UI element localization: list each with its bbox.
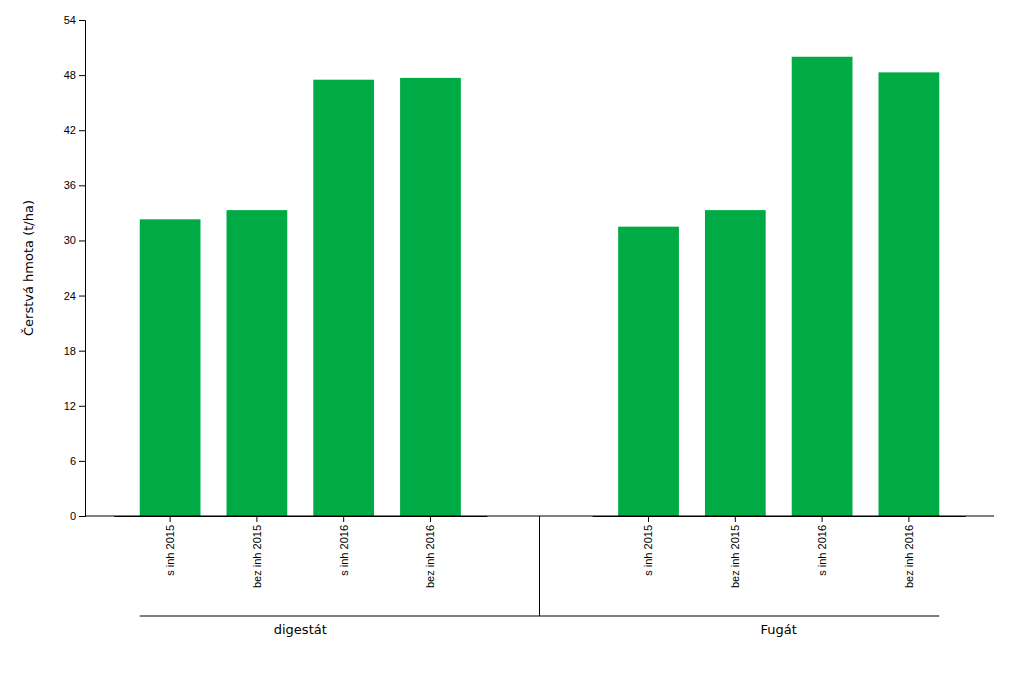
y-tick-label: 54 bbox=[64, 14, 76, 26]
bars bbox=[140, 57, 940, 516]
x-tick-label: bez inh 2015 bbox=[251, 525, 263, 588]
bar bbox=[313, 80, 374, 516]
x-tick: s inh 2015 bbox=[164, 516, 176, 576]
x-tick-label: s inh 2016 bbox=[816, 525, 828, 576]
bar bbox=[792, 57, 853, 516]
group-divider bbox=[539, 516, 540, 616]
y-tick: 12 bbox=[64, 400, 85, 412]
x-tick-label: s inh 2015 bbox=[164, 525, 176, 576]
x-tick-label: s inh 2015 bbox=[642, 525, 654, 576]
y-tick: 0 bbox=[70, 510, 85, 522]
group-dividers bbox=[140, 516, 940, 616]
y-tick-mark bbox=[79, 351, 85, 352]
group-label: digestát bbox=[274, 622, 327, 637]
y-tick: 48 bbox=[64, 69, 85, 81]
x-tick-mark bbox=[735, 516, 736, 522]
y-tick: 24 bbox=[64, 290, 85, 302]
bar bbox=[227, 210, 288, 516]
x-tick: bez inh 2015 bbox=[251, 516, 263, 588]
y-axis-line bbox=[79, 21, 86, 517]
bar bbox=[705, 210, 766, 516]
y-tick-mark bbox=[79, 20, 85, 21]
y-axis-title: Čerstvá hmota (t/ha) bbox=[21, 200, 36, 336]
bar-group bbox=[618, 57, 939, 516]
y-tick-mark bbox=[79, 296, 85, 297]
x-tick: s inh 2016 bbox=[816, 516, 828, 576]
x-tick-label: bez inh 2015 bbox=[729, 525, 741, 588]
x-tick: s inh 2016 bbox=[338, 516, 350, 576]
y-tick-mark bbox=[79, 406, 85, 407]
x-axis: s inh 2015 bez inh 2015 s inh 2016 bez inh … bbox=[593, 516, 966, 588]
y-tick: 18 bbox=[64, 345, 85, 357]
y-tick-label: 0 bbox=[70, 510, 76, 522]
y-tick-mark bbox=[79, 185, 85, 186]
x-tick-label: s inh 2016 bbox=[338, 525, 350, 576]
bar bbox=[400, 78, 461, 516]
y-tick-label: 18 bbox=[64, 345, 76, 357]
y-tick-mark bbox=[79, 130, 85, 131]
y-tick-label: 12 bbox=[64, 400, 76, 412]
y-tick-label: 42 bbox=[64, 124, 76, 136]
x-tick-label: bez inh 2016 bbox=[424, 525, 436, 588]
y-tick: 6 bbox=[70, 455, 85, 467]
y-tick-label: 36 bbox=[64, 179, 76, 191]
y-tick-mark bbox=[79, 461, 85, 462]
bar-group bbox=[140, 78, 461, 516]
x-tick-mark bbox=[430, 516, 431, 522]
y-tick: 54 bbox=[64, 14, 85, 26]
y-tick-mark bbox=[79, 75, 85, 76]
x-tick-mark bbox=[648, 516, 649, 522]
y-tick-label: 48 bbox=[64, 69, 76, 81]
plot: 0 6 12 18 24 30 36 42 48 54 s inh 2015 bez inh 2015… bbox=[21, 14, 994, 637]
y-axis: 0 6 12 18 24 30 36 42 48 54 bbox=[64, 14, 86, 522]
group-label: Fugát bbox=[761, 622, 797, 637]
y-tick-label: 24 bbox=[64, 290, 76, 302]
x-tick: bez inh 2015 bbox=[729, 516, 741, 588]
chart: 0 6 12 18 24 30 36 42 48 54 s inh 2015 bez inh 2015… bbox=[0, 0, 1024, 676]
y-tick-mark bbox=[79, 240, 85, 241]
x-tick-mark bbox=[256, 516, 257, 522]
y-tick: 30 bbox=[64, 234, 85, 246]
x-tick-mark bbox=[908, 516, 909, 522]
y-tick-label: 6 bbox=[70, 455, 76, 467]
x-tick-mark bbox=[170, 516, 171, 522]
bar bbox=[140, 219, 201, 516]
x-tick-mark bbox=[822, 516, 823, 522]
x-tick: bez inh 2016 bbox=[424, 516, 436, 588]
x-axis: s inh 2015 bez inh 2015 s inh 2016 bez inh … bbox=[114, 516, 487, 588]
y-tick: 36 bbox=[64, 179, 85, 191]
x-tick: bez inh 2016 bbox=[903, 516, 915, 588]
y-tick: 42 bbox=[64, 124, 85, 136]
y-tick-label: 30 bbox=[64, 234, 76, 246]
bar bbox=[879, 72, 940, 516]
group-underline bbox=[140, 616, 940, 617]
x-tick: s inh 2015 bbox=[642, 516, 654, 576]
x-tick-label: bez inh 2016 bbox=[903, 525, 915, 588]
x-tick-mark bbox=[343, 516, 344, 522]
y-tick-mark bbox=[79, 516, 85, 517]
bar bbox=[618, 227, 679, 516]
